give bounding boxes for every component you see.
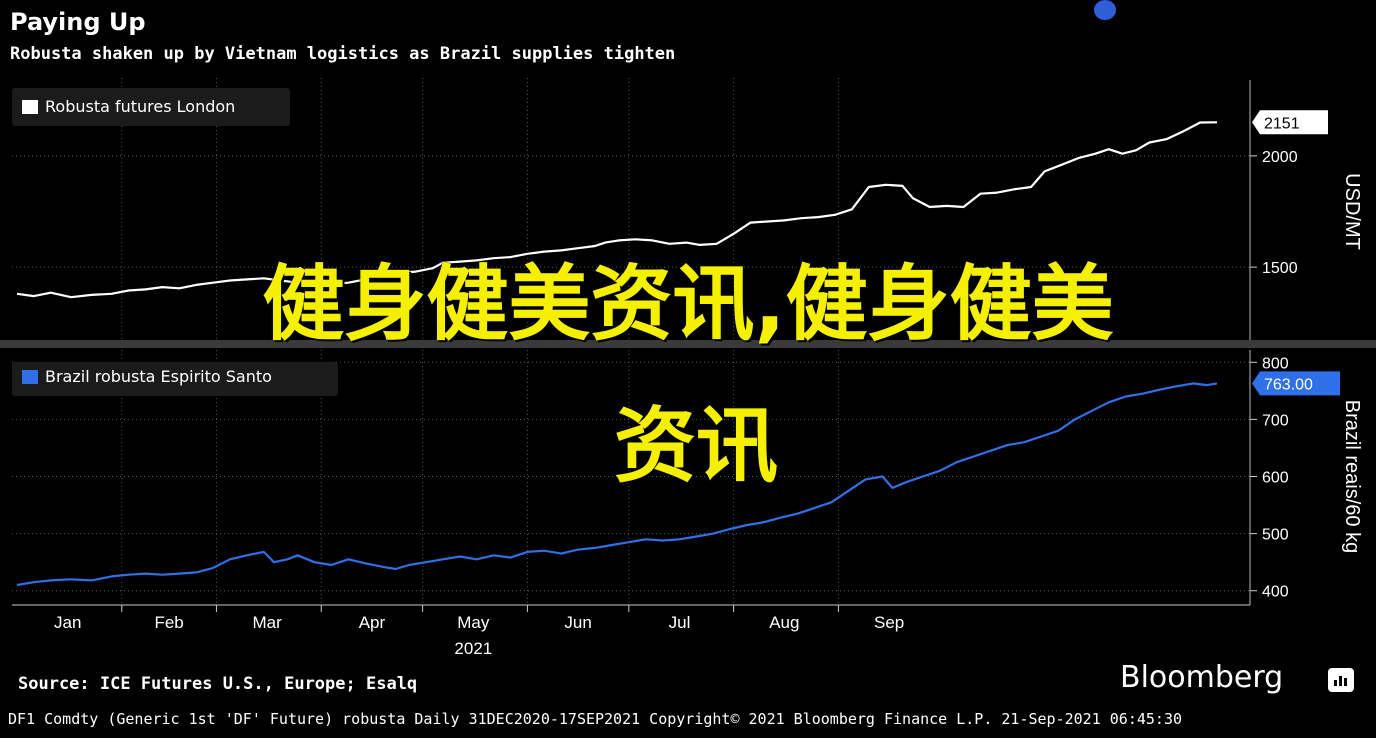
series-line-0 bbox=[16, 121, 1218, 299]
chart-title: Paying Up bbox=[10, 8, 146, 36]
xtick-label-apr: Apr bbox=[359, 613, 386, 632]
xtick-label-jun: Jun bbox=[564, 613, 591, 632]
bloomberg-logo-text: Bloomberg bbox=[1120, 660, 1284, 695]
last-value-label: 763.00 bbox=[1264, 376, 1313, 393]
legend-label-robusta-london: Robusta futures London bbox=[45, 97, 236, 116]
footer-note: DF1 Comdty (Generic 1st 'DF' Future) rob… bbox=[8, 710, 1182, 728]
chart-subtitle: Robusta shaken up by Vietnam logistics a… bbox=[10, 44, 676, 64]
last-value-box bbox=[1252, 371, 1340, 396]
xtick-label-jul: Jul bbox=[669, 613, 691, 632]
xtick-label-mar: Mar bbox=[253, 613, 283, 632]
xtick-label-feb: Feb bbox=[154, 613, 183, 632]
ytick-label: 800 bbox=[1262, 355, 1289, 372]
legend-brazil-robusta: Brazil robusta Espirito Santo bbox=[12, 362, 338, 396]
ytick-label: 400 bbox=[1262, 584, 1289, 601]
xtick-label-may: May bbox=[457, 613, 490, 632]
xtick-label-aug: Aug bbox=[769, 613, 799, 632]
ytick-label: 600 bbox=[1262, 470, 1289, 487]
ytick-label: 700 bbox=[1262, 412, 1289, 429]
y-axis-label: USD/MT bbox=[1341, 173, 1363, 250]
overlay-text-line1: 健身健美资讯,健身健美 bbox=[262, 257, 1114, 352]
legend-robusta-london: Robusta futures London bbox=[12, 88, 290, 126]
last-value-box bbox=[1252, 110, 1328, 135]
xtick-label-jan: Jan bbox=[54, 613, 81, 632]
legend-swatch-blue bbox=[22, 370, 38, 384]
xtick-label-sep: Sep bbox=[874, 613, 904, 632]
panel-separator bbox=[0, 340, 1376, 348]
ytick-label: 1500 bbox=[1262, 260, 1298, 277]
source-note: Source: ICE Futures U.S., Europe; Esalq bbox=[18, 674, 418, 694]
x-axis-year-label: 2021 bbox=[454, 639, 492, 658]
decorative-dot bbox=[1094, 0, 1116, 20]
legend-label-brazil-robusta: Brazil robusta Espirito Santo bbox=[45, 367, 272, 386]
last-value-label: 2151 bbox=[1264, 115, 1300, 132]
overlay-text-line2: 资讯 bbox=[613, 399, 778, 494]
series-line-1 bbox=[16, 382, 1218, 587]
ytick-label: 2000 bbox=[1262, 149, 1298, 166]
legend-swatch-white bbox=[22, 100, 38, 114]
bloomberg-terminal-icon bbox=[1328, 668, 1354, 692]
y-axis-label: Brazil reais/60 kg bbox=[1341, 400, 1363, 553]
ytick-label: 500 bbox=[1262, 527, 1289, 544]
